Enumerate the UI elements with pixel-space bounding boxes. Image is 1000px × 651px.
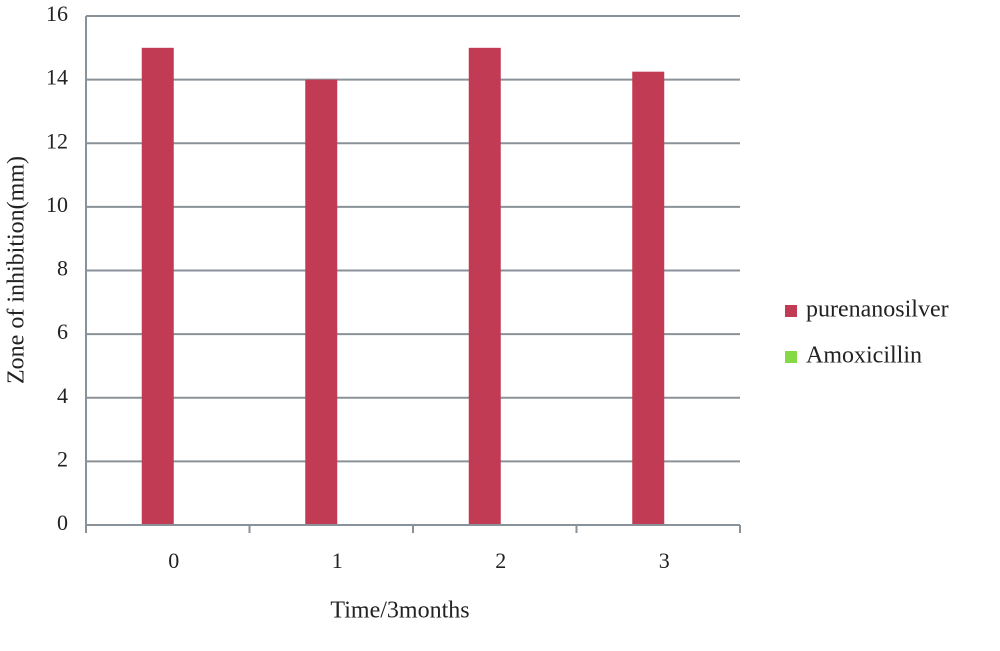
- y-tick-label: 8: [57, 256, 68, 281]
- y-tick-label: 12: [46, 128, 68, 153]
- y-tick-label: 10: [46, 192, 68, 217]
- bar: [632, 71, 665, 525]
- y-tick-label: 14: [46, 65, 68, 90]
- x-tick-label: 2: [495, 548, 506, 573]
- y-axis-label: Zone of inhibition(mm): [4, 156, 30, 384]
- bar: [468, 47, 501, 525]
- x-tick-label: 1: [332, 548, 343, 573]
- legend-label: Amoxicillin: [806, 343, 922, 369]
- y-tick-label: 16: [46, 1, 68, 26]
- legend-label: purenanosilver: [806, 297, 949, 323]
- bar: [141, 47, 174, 525]
- x-tick-label: 0: [168, 548, 179, 573]
- legend-swatch: [785, 305, 797, 317]
- y-tick-label: 2: [57, 446, 68, 471]
- y-tick-label: 4: [57, 383, 68, 408]
- x-tick-label: 3: [659, 548, 670, 573]
- legend-swatch: [785, 351, 797, 363]
- bar: [305, 79, 338, 525]
- x-axis-label: Time/3months: [330, 598, 469, 624]
- y-tick-label: 0: [57, 510, 68, 535]
- y-tick-label: 6: [57, 319, 68, 344]
